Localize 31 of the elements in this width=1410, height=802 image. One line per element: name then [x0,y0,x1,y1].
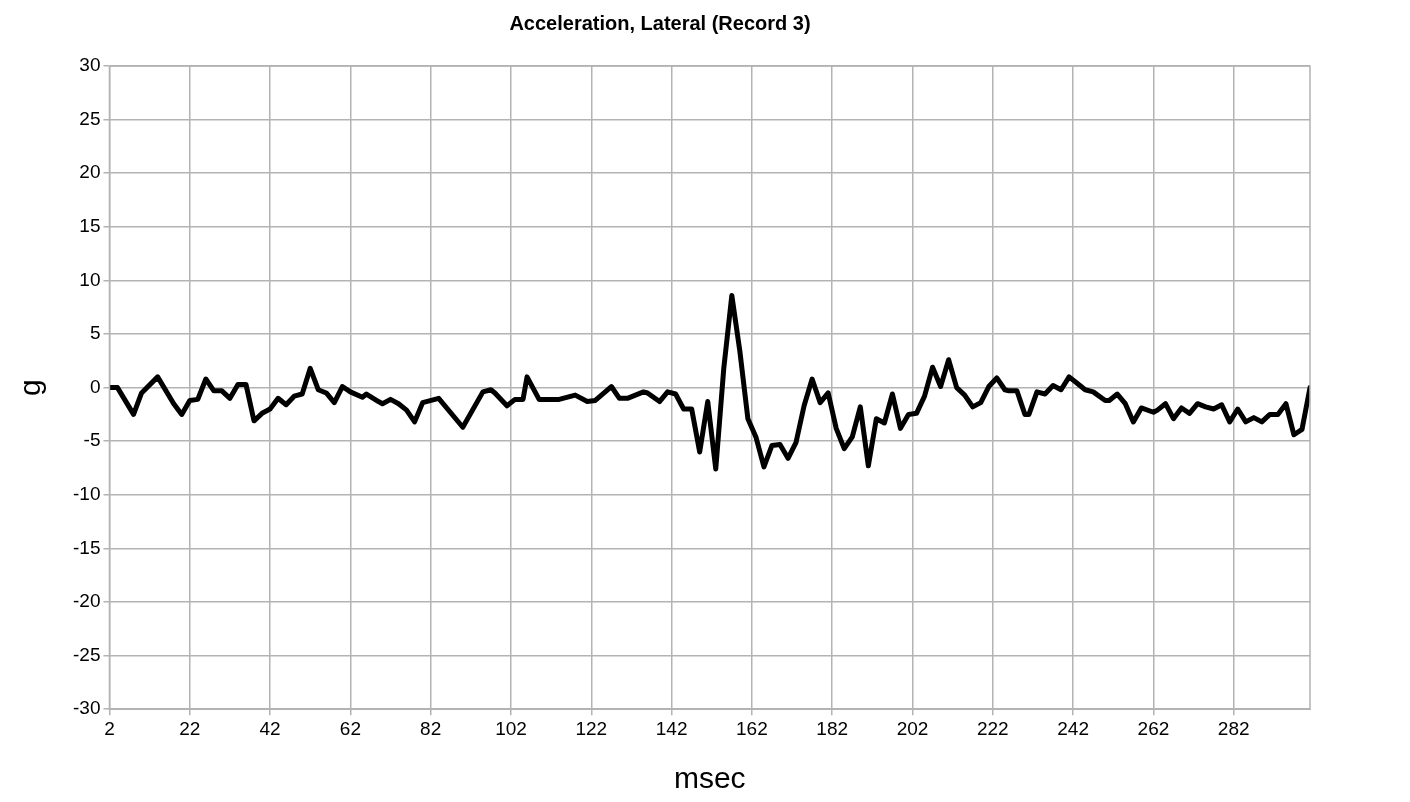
y-tick-label: 0 [89,375,101,397]
x-tick-label: 262 [1137,717,1170,739]
y-tick-label: -15 [72,536,101,558]
x-axis-title: msec [673,761,746,795]
y-tick-label: 5 [89,322,101,344]
y-tick-label: 15 [79,215,101,237]
y-axis-title: g [13,379,47,396]
x-tick-label: 202 [896,717,929,739]
y-tick-label: -25 [72,643,101,665]
x-tick-label: 102 [495,717,527,739]
x-tick-label: 142 [655,717,688,739]
y-tick-label: -20 [72,590,101,612]
y-tick-label: 30 [79,54,101,76]
chart-title: Acceleration, Lateral (Record 3) [509,11,811,34]
x-tick-label: 122 [575,717,608,739]
x-tick-label: 22 [179,717,201,739]
x-tick-label: 62 [339,717,361,739]
x-tick-label: 82 [420,717,442,739]
x-tick-label: 222 [976,717,1009,739]
y-tick-label: -30 [72,697,101,719]
y-tick-label: -10 [72,483,101,505]
y-tick-label: 25 [79,107,101,129]
x-tick-label: 282 [1217,717,1250,739]
x-tick-label: 182 [816,717,849,739]
x-tick-label: 162 [736,717,768,739]
y-tick-label: 20 [79,161,101,183]
y-tick-label: -5 [83,429,101,451]
x-tick-label: 242 [1057,717,1089,739]
x-tick-label: 2 [104,717,115,739]
y-tick-label: 10 [79,268,101,290]
x-tick-label: 42 [259,717,281,739]
